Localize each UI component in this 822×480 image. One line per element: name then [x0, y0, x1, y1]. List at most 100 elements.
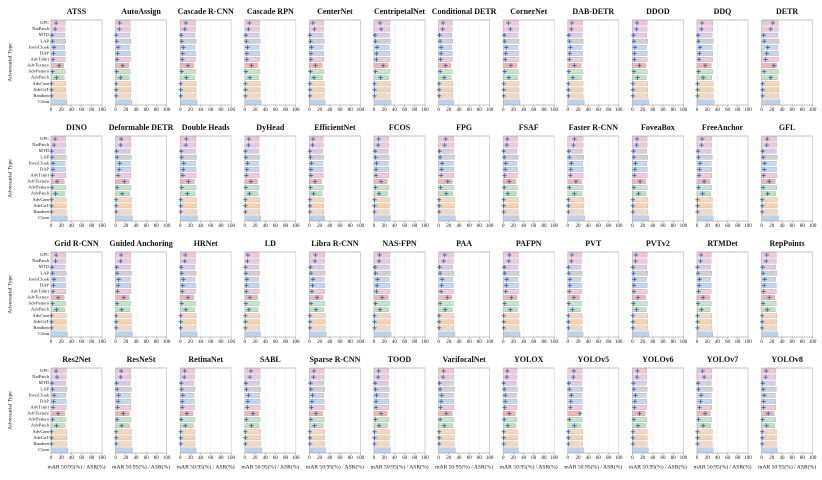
bar: [632, 215, 649, 221]
asr-marker: [504, 374, 509, 380]
asr-marker: [51, 399, 56, 404]
asr-marker: [759, 209, 765, 215]
category-label: UPC: [40, 20, 49, 25]
bar: [761, 63, 778, 68]
asr-marker: [567, 57, 572, 62]
asr-marker: [308, 301, 314, 306]
asr-marker: [182, 26, 187, 32]
category-label: AdvCam: [32, 197, 49, 202]
asr-marker: [243, 148, 248, 154]
asr-marker: [114, 39, 119, 44]
chart-title: Res2Net: [62, 355, 91, 364]
category-label: AdvPattern: [28, 185, 50, 190]
y-axis-label: Adversarial Type: [7, 159, 13, 198]
asr-marker: [113, 32, 119, 38]
x-tick-label: 40: [780, 108, 786, 113]
chart-title: Double Heads: [182, 123, 230, 132]
bar: [761, 38, 780, 44]
asr-marker: [766, 411, 771, 416]
x-tick-label: 40: [134, 340, 140, 345]
bar: [761, 283, 777, 288]
x-tick-label: 40: [650, 224, 656, 229]
asr-marker: [699, 307, 704, 312]
asr-marker: [119, 307, 124, 312]
asr-marker: [631, 301, 636, 306]
category-label: Clean: [38, 447, 49, 452]
asr-marker: [696, 283, 702, 288]
bar: [50, 399, 67, 404]
category-label: MTD: [39, 32, 50, 37]
asr-marker: [310, 393, 315, 398]
asr-marker: [630, 81, 636, 86]
x-tick-label: 40: [650, 108, 656, 113]
plot-frame: [50, 251, 103, 338]
bar: [373, 374, 389, 380]
x-tick-label: 60: [596, 224, 602, 229]
x-tick-label: 0: [308, 456, 311, 461]
asr-marker: [759, 313, 765, 318]
asr-marker: [310, 277, 316, 282]
asr-marker: [372, 197, 377, 202]
asr-marker: [178, 93, 183, 99]
bar: [438, 26, 453, 32]
chart-title: DAB-DETR: [572, 7, 614, 16]
asr-marker: [115, 45, 121, 50]
chart-title: EfficientNet: [314, 123, 356, 132]
category-label: Random: [33, 441, 49, 446]
bar: [180, 276, 196, 282]
x-tick-label: 20: [640, 108, 646, 113]
x-tick-label: 40: [586, 224, 592, 229]
x-tick-label: 80: [412, 456, 418, 461]
x-tick-label: 40: [780, 340, 786, 345]
bar: [696, 215, 714, 221]
asr-marker: [113, 93, 119, 99]
x-tick-label: 100: [809, 224, 817, 229]
x-tick-label: 20: [317, 224, 323, 229]
category-label: LAP: [40, 38, 49, 43]
asr-marker: [566, 319, 571, 325]
bar: [373, 160, 389, 166]
asr-marker: [441, 368, 446, 374]
x-tick-label: 40: [327, 340, 333, 345]
asr-marker: [377, 252, 382, 258]
asr-marker: [373, 155, 378, 160]
x-tick-label: 60: [402, 108, 408, 113]
x-tick-label: 80: [89, 456, 95, 461]
asr-marker: [566, 148, 572, 154]
chart-title: Cascade R-CNN: [178, 7, 234, 16]
x-tick-label: 0: [760, 340, 763, 345]
category-label: InvisCloak: [29, 392, 50, 397]
chart-title: RetinaNet: [188, 355, 223, 364]
asr-marker: [54, 374, 60, 380]
asr-marker: [374, 161, 379, 166]
asr-marker: [697, 45, 703, 50]
asr-marker: [180, 289, 185, 294]
category-label: AdvCam: [32, 429, 49, 434]
asr-marker: [307, 32, 313, 38]
bar: [115, 399, 132, 404]
category-label: LAP: [40, 386, 49, 391]
asr-marker: [52, 26, 58, 32]
asr-marker: [696, 173, 702, 178]
x-tick-label: 40: [392, 340, 398, 345]
bar: [180, 173, 197, 178]
asr-marker: [764, 423, 769, 428]
asr-marker: [184, 411, 190, 416]
asr-marker: [114, 148, 119, 154]
asr-marker: [699, 142, 704, 148]
x-tick-label: 0: [696, 456, 699, 461]
asr-marker: [374, 283, 380, 288]
category-label: AdvTshirt: [30, 57, 49, 62]
asr-marker: [760, 387, 766, 392]
y-axis-label: Adversarial Type: [7, 391, 13, 430]
x-tick-label: 80: [671, 456, 677, 461]
asr-marker: [245, 45, 250, 50]
x-tick-label: 20: [769, 108, 775, 113]
asr-marker: [243, 69, 249, 74]
asr-marker: [180, 405, 185, 410]
asr-marker: [49, 32, 55, 38]
x-tick-label: 40: [780, 224, 786, 229]
asr-marker: [501, 81, 506, 86]
asr-marker: [247, 374, 253, 380]
asr-marker: [49, 81, 54, 86]
